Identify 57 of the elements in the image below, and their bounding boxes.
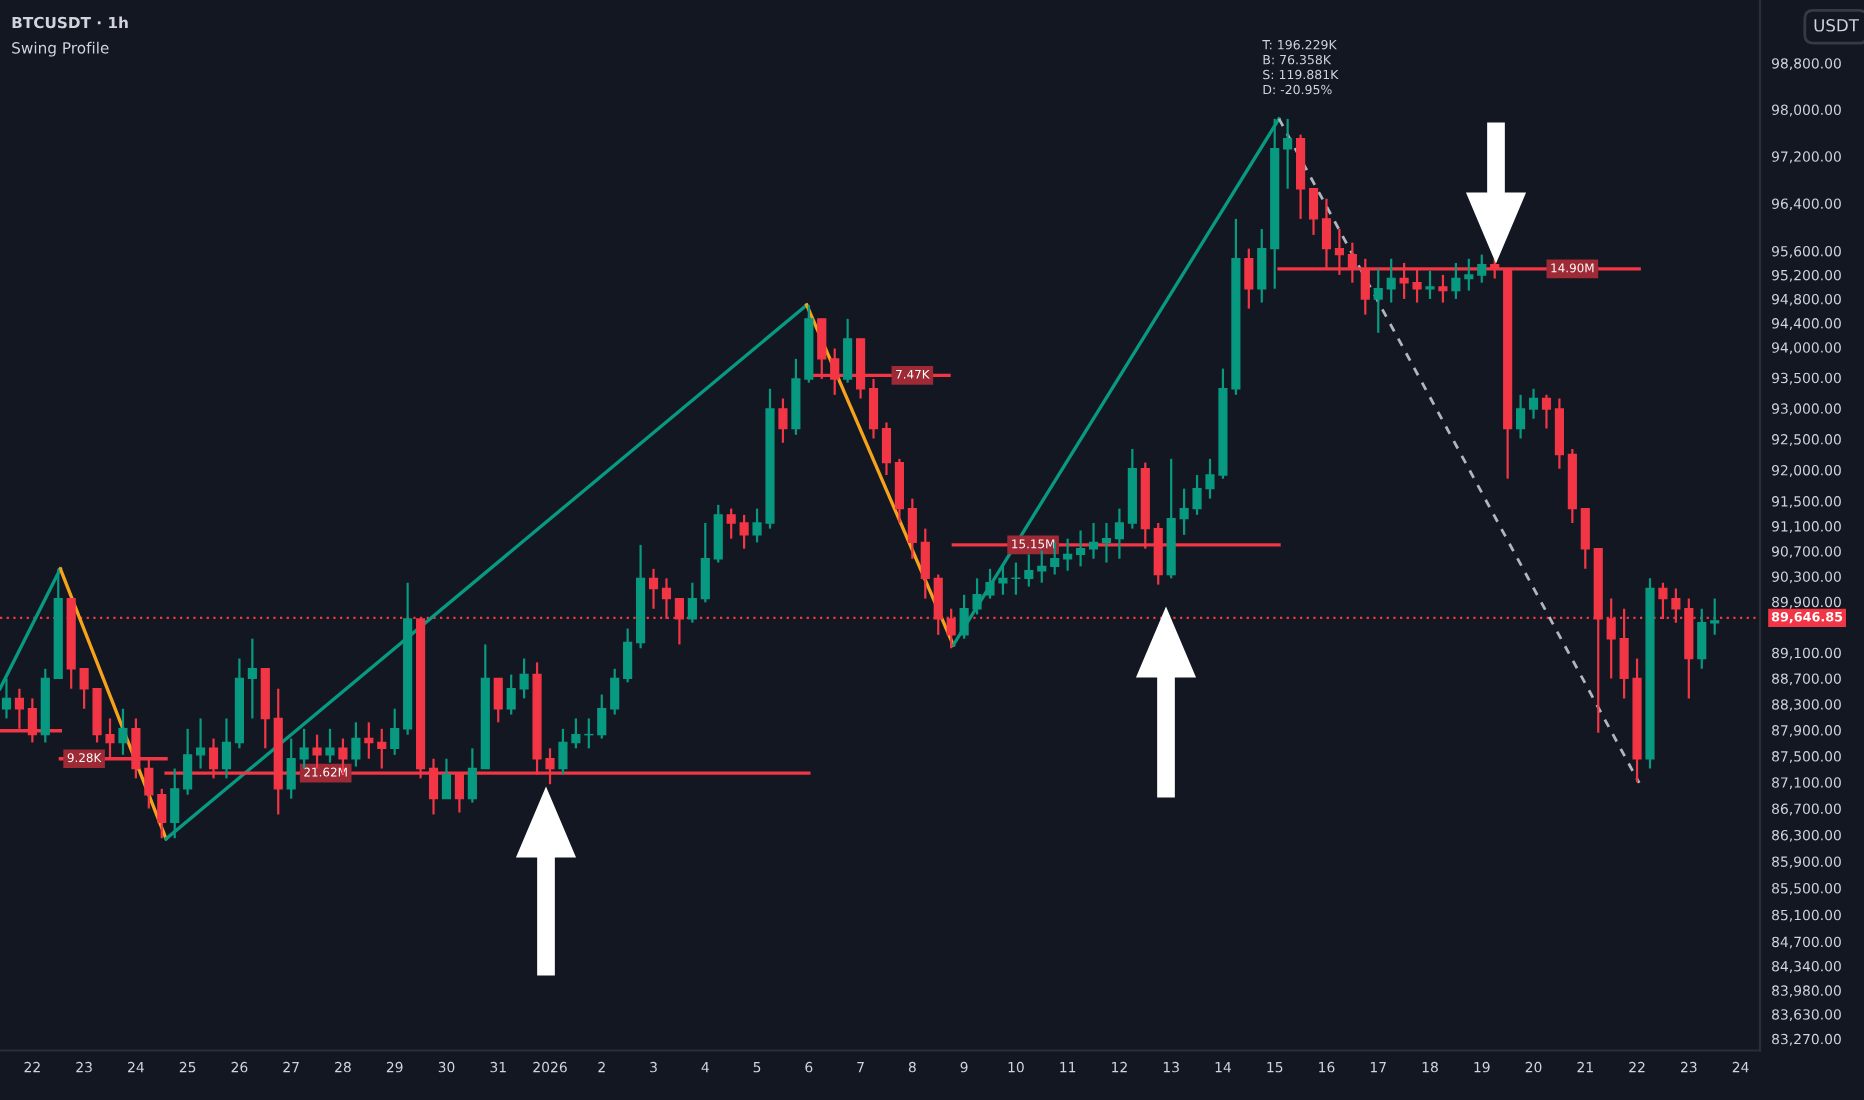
candlestick — [390, 707, 400, 756]
candlestick — [183, 727, 193, 796]
candlestick — [247, 637, 257, 720]
candlestick — [623, 627, 633, 684]
candlestick — [610, 667, 620, 716]
candlestick — [920, 527, 930, 600]
candlestick — [1373, 267, 1383, 334]
candlestick — [286, 737, 296, 800]
candlestick — [1076, 529, 1086, 568]
candlestick — [299, 727, 309, 770]
candlestick — [519, 657, 529, 700]
candlestick — [1464, 257, 1474, 292]
candlestick — [325, 727, 335, 764]
candlestick — [1257, 227, 1267, 304]
y-axis-title: USDT — [1814, 18, 1859, 32]
candlestick — [597, 693, 607, 740]
candlestick — [894, 457, 904, 525]
candlestick — [351, 721, 361, 768]
candlestick — [1516, 393, 1526, 440]
candlestick — [778, 397, 788, 444]
candlestick — [1283, 117, 1293, 190]
candlestick — [843, 317, 853, 384]
candlestick — [506, 673, 516, 716]
candlestick — [1386, 257, 1396, 304]
candlestick — [157, 787, 167, 840]
candlestick — [1710, 597, 1720, 636]
candlestick — [1451, 261, 1461, 301]
candlestick — [312, 733, 322, 770]
candlestick — [1114, 507, 1124, 560]
candlestick — [1425, 269, 1435, 301]
candlestick — [467, 747, 477, 804]
candlestick — [648, 567, 659, 610]
candlestick — [1101, 521, 1112, 564]
candlestick — [1554, 397, 1564, 470]
candlestick — [118, 707, 128, 756]
candlestick — [1244, 247, 1254, 310]
candlestick — [1697, 607, 1707, 670]
candlestick — [881, 421, 892, 477]
candlestick — [1024, 553, 1034, 588]
candlestick — [493, 677, 503, 724]
candlestick — [1088, 521, 1099, 560]
candlestick — [1528, 387, 1539, 420]
candlestick — [221, 717, 232, 780]
candlestick — [739, 513, 749, 550]
candlestick — [1477, 253, 1487, 284]
candlestick — [1541, 393, 1552, 430]
candlestick — [441, 757, 452, 800]
candlestick — [907, 497, 917, 560]
candlestick — [1438, 273, 1448, 304]
candlestick — [687, 581, 697, 624]
candlestick — [1308, 187, 1319, 237]
candlestick — [713, 503, 723, 564]
candlestick — [1580, 507, 1590, 570]
candlestick — [700, 521, 710, 604]
candlestick — [364, 721, 374, 760]
candlestick — [726, 507, 736, 540]
candlestick — [196, 717, 206, 770]
